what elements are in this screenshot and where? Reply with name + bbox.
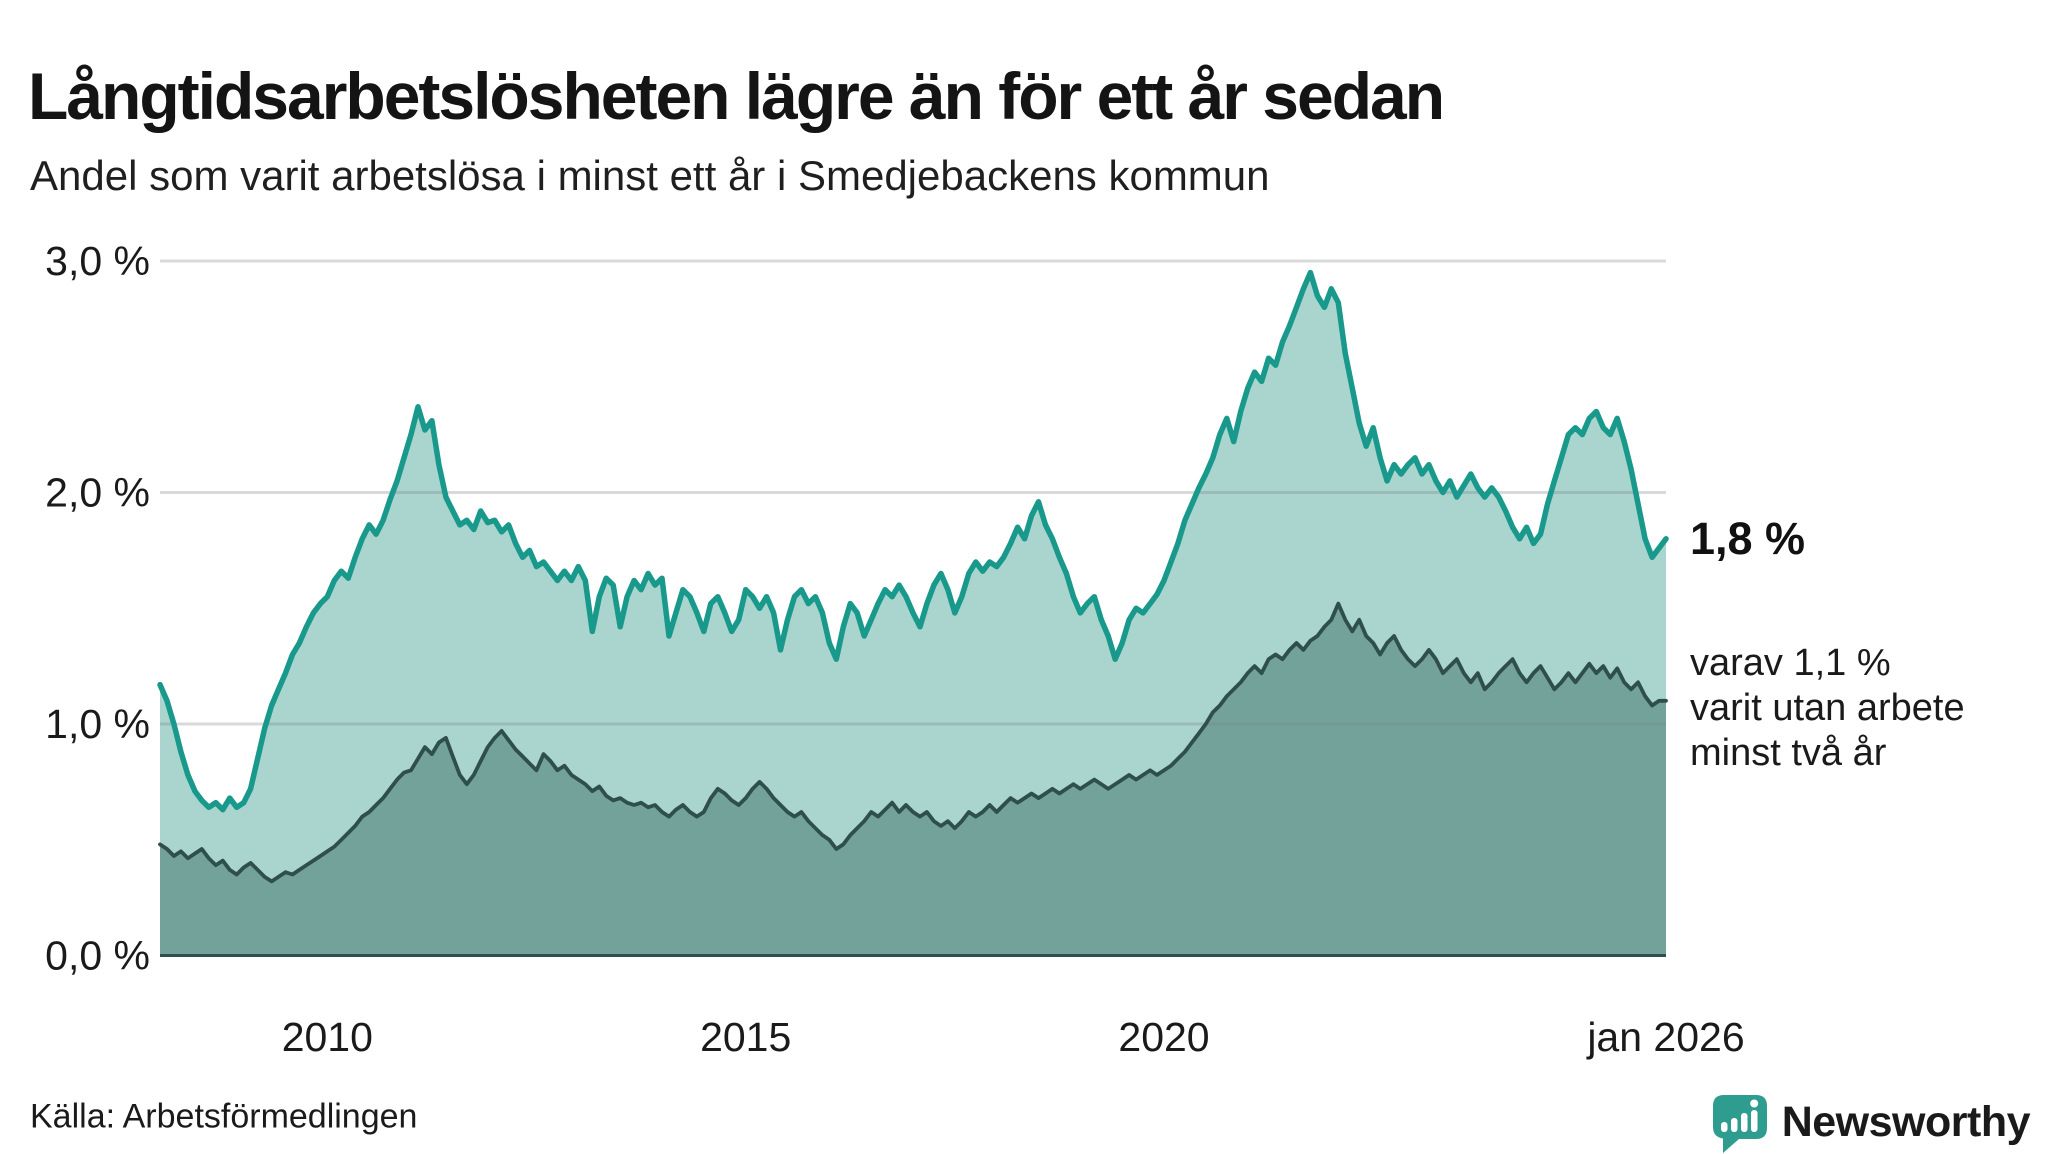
x-tick-2015: 2015	[700, 1014, 791, 1060]
y-tick-1,0 %: 1,0 %	[45, 701, 150, 747]
series-line-0	[157, 269, 1669, 813]
series-area-1	[160, 603, 1666, 956]
x-tick-2020: 2020	[1118, 1014, 1209, 1060]
y-axis-tick-labels: 0,0 % 1,0 % 2,0 % 3,0 %	[45, 238, 150, 979]
x-axis-tick-labels: 2010 2015 2020 jan 2026	[282, 1014, 1745, 1060]
page-title: Långtidsarbetslösheten lägre än för ett …	[28, 59, 1445, 134]
x-tick-jan 2026: jan 2026	[1586, 1014, 1744, 1060]
chart-subtitle: Andel som varit arbetslösa i minst ett å…	[30, 152, 1270, 199]
source-credit: Källa: Arbetsförmedlingen	[30, 1097, 418, 1136]
chart-series-lines	[157, 269, 1669, 884]
newsworthy-bubble-icon	[1712, 1095, 1767, 1153]
chart-gridlines	[160, 259, 1666, 957]
y-tick-2,0 %: 2,0 %	[45, 470, 150, 516]
y-tick-0,0 %: 0,0 %	[45, 933, 150, 979]
series-line-1	[158, 601, 1668, 884]
newsworthy-wordmark: Newsworthy	[1781, 1097, 2031, 1146]
secondary-annotation-line1: varav 1,1 %	[1690, 642, 1891, 684]
x-tick-2010: 2010	[282, 1014, 373, 1060]
secondary-series-annotation: varav 1,1 % varit utan arbete minst två …	[1690, 641, 1965, 776]
latest-value-label: 1,8 %	[1690, 513, 1806, 564]
secondary-annotation-line2: varit utan arbete	[1690, 687, 1965, 729]
y-tick-3,0 %: 3,0 %	[45, 238, 150, 284]
secondary-annotation-line3: minst två år	[1690, 732, 1887, 774]
newsworthy-logo: Newsworthy	[1712, 1095, 2031, 1153]
